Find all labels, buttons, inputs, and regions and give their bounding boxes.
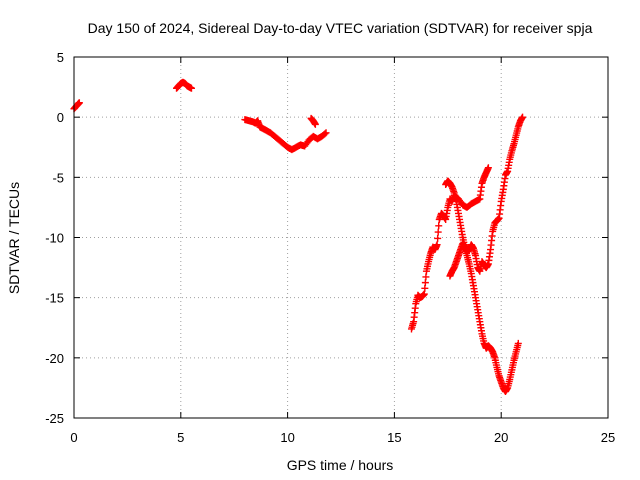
x-axis-label: GPS time / hours	[287, 457, 394, 473]
grid-layer	[74, 57, 608, 418]
x-tick-label: 0	[70, 430, 77, 445]
x-tick-label: 10	[280, 430, 294, 445]
chart-title: Day 150 of 2024, Sidereal Day-to-day VTE…	[88, 20, 593, 36]
data-point	[434, 234, 442, 242]
data-point	[434, 228, 442, 236]
series-segment	[442, 177, 522, 396]
y-tick-label: 5	[57, 50, 64, 65]
x-axis: 0 5 10 15 20 25	[70, 57, 615, 445]
y-tick-label: -5	[52, 170, 64, 185]
data-point	[435, 222, 443, 230]
y-tick-label: -10	[45, 231, 64, 246]
y-tick-label: -25	[45, 411, 64, 426]
series-segment	[173, 78, 195, 92]
data-point	[519, 113, 527, 121]
data-point	[75, 99, 83, 107]
y-tick-label: -15	[45, 291, 64, 306]
y-tick-label: -20	[45, 351, 64, 366]
series-segment	[446, 113, 527, 280]
y-tick-label: 0	[57, 110, 64, 125]
x-tick-label: 15	[387, 430, 401, 445]
x-tick-label: 25	[601, 430, 615, 445]
data-point	[311, 120, 319, 128]
data-point	[187, 84, 195, 92]
data-point	[321, 130, 329, 138]
series-segment	[241, 116, 330, 154]
data-point	[484, 164, 492, 172]
y-axis: -25 -20 -15 -10 -5 0 5	[45, 50, 608, 426]
series-segment	[307, 114, 319, 128]
series-segment	[407, 164, 492, 333]
y-axis-label: SDTVAR / TECUs	[6, 182, 22, 294]
data-point	[433, 241, 441, 249]
data-point	[322, 129, 330, 137]
x-tick-label: 20	[494, 430, 508, 445]
x-tick-label: 5	[177, 430, 184, 445]
data-points	[70, 78, 527, 396]
data-point	[514, 339, 522, 347]
